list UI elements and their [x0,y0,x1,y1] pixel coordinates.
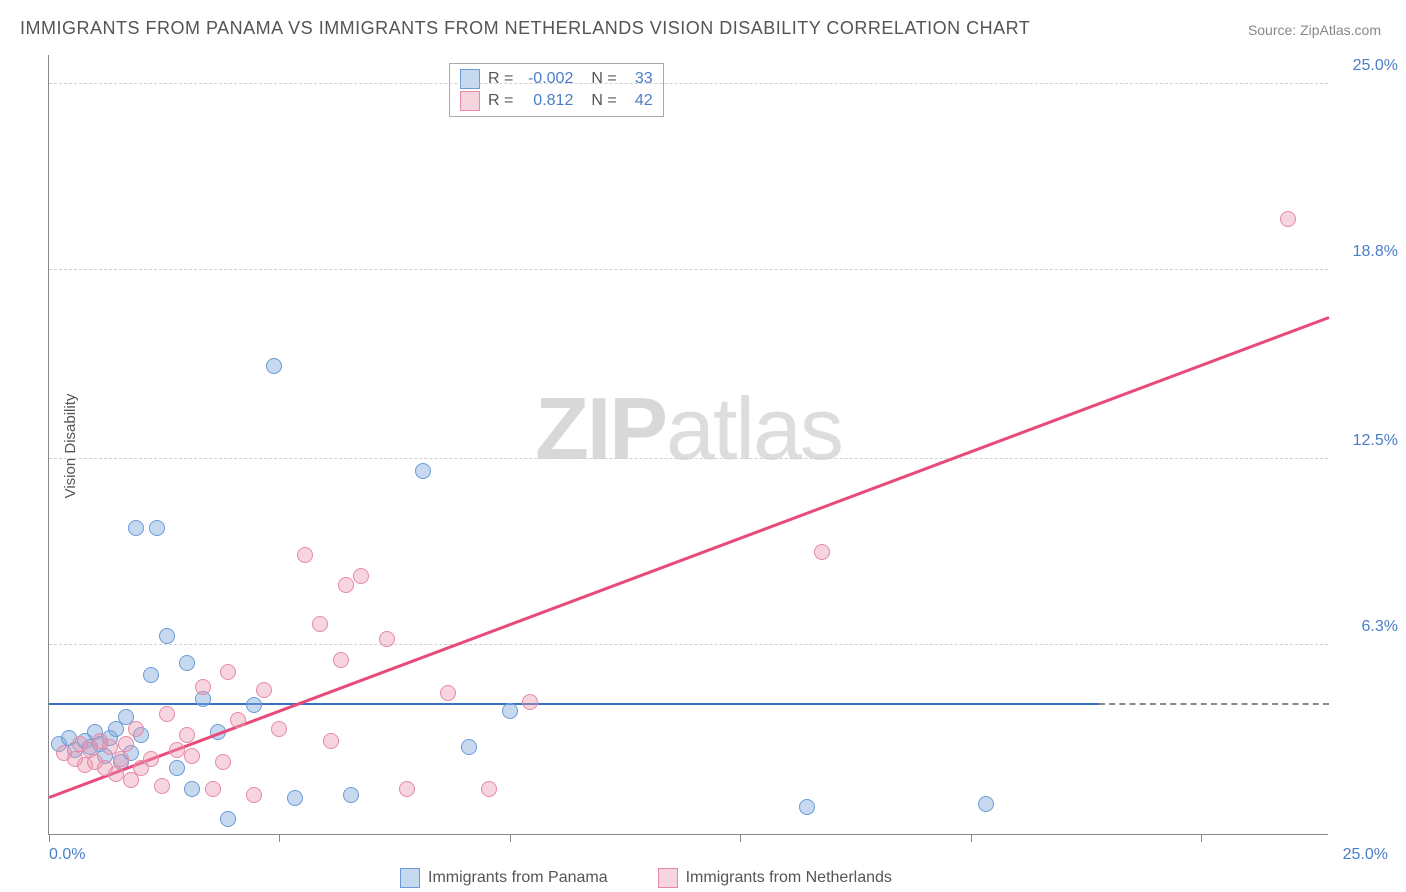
data-point-panama [461,739,477,755]
data-point-panama [502,703,518,719]
data-point-netherlands [246,787,262,803]
grid-line [49,458,1328,459]
data-point-netherlands [220,664,236,680]
swatch-icon [400,868,420,888]
data-point-netherlands [195,679,211,695]
swatch-icon [460,69,480,89]
y-tick-label: 18.8% [1353,243,1398,261]
y-tick-label: 6.3% [1362,618,1398,636]
data-point-netherlands [338,577,354,593]
stat-r-value: -0.002 [521,70,573,88]
grid-line [49,644,1328,645]
data-point-panama [799,799,815,815]
x-tick [740,834,741,842]
x-tick [971,834,972,842]
data-point-panama [184,781,200,797]
data-point-panama [128,520,144,536]
data-point-netherlands [379,631,395,647]
data-point-netherlands [128,721,144,737]
data-point-netherlands [522,694,538,710]
y-tick-label: 12.5% [1353,432,1398,450]
x-label-min: 0.0% [49,846,85,864]
data-point-panama [220,811,236,827]
data-point-netherlands [215,754,231,770]
swatch-icon [460,91,480,111]
data-point-panama [287,790,303,806]
source-attribution: Source: ZipAtlas.com [1248,22,1381,38]
chart-plot-area: ZIPatlas R =-0.002N =33R =0.812N =42 6.3… [48,55,1328,835]
grid-line [49,269,1328,270]
data-point-netherlands [169,742,185,758]
data-point-netherlands [118,736,134,752]
stat-n-label: N = [591,92,616,110]
data-point-netherlands [353,568,369,584]
grid-line [49,83,1328,84]
data-point-panama [978,796,994,812]
data-point-netherlands [312,616,328,632]
swatch-icon [658,868,678,888]
data-point-netherlands [440,685,456,701]
stat-n-label: N = [591,70,616,88]
data-point-netherlands [230,712,246,728]
stats-legend-box: R = -0.002 N = 33 R = 0.812 N = 42 [449,63,664,117]
data-point-netherlands [297,547,313,563]
x-tick [1201,834,1202,842]
data-point-panama [179,655,195,671]
watermark-logo: ZIPatlas [535,378,842,480]
data-point-netherlands [814,544,830,560]
data-point-netherlands [154,778,170,794]
x-tick [49,834,50,842]
stat-n-value: 33 [625,70,653,88]
legend-item-panama: Immigrants from Panama [400,868,608,888]
data-point-netherlands [1280,211,1296,227]
data-point-panama [266,358,282,374]
series-legend: Immigrants from Panama Immigrants from Ne… [400,868,892,888]
data-point-panama [415,463,431,479]
stats-row-panama: R = -0.002 N = 33 [460,68,653,90]
chart-title: IMMIGRANTS FROM PANAMA VS IMMIGRANTS FRO… [20,18,1030,39]
data-point-netherlands [113,751,129,767]
data-point-panama [149,520,165,536]
data-point-netherlands [143,751,159,767]
x-tick [279,834,280,842]
stat-r-label: R = [488,70,513,88]
data-point-netherlands [481,781,497,797]
x-label-max: 25.0% [1343,846,1388,864]
data-point-netherlands [159,706,175,722]
data-point-netherlands [256,682,272,698]
data-point-panama [159,628,175,644]
stat-r-value: 0.812 [521,92,573,110]
data-point-netherlands [108,766,124,782]
data-point-netherlands [271,721,287,737]
legend-label: Immigrants from Netherlands [686,869,892,887]
data-point-panama [246,697,262,713]
x-tick [510,834,511,842]
reference-line [1099,703,1329,705]
data-point-panama [143,667,159,683]
data-point-netherlands [323,733,339,749]
stats-row-netherlands: R = 0.812 N = 42 [460,90,653,112]
data-point-netherlands [184,748,200,764]
data-point-netherlands [179,727,195,743]
data-point-panama [343,787,359,803]
stat-r-label: R = [488,92,513,110]
data-point-panama [169,760,185,776]
data-point-netherlands [333,652,349,668]
legend-label: Immigrants from Panama [428,869,608,887]
stat-n-value: 42 [625,92,653,110]
y-tick-label: 25.0% [1353,57,1398,75]
data-point-netherlands [399,781,415,797]
legend-item-netherlands: Immigrants from Netherlands [658,868,892,888]
data-point-netherlands [205,781,221,797]
